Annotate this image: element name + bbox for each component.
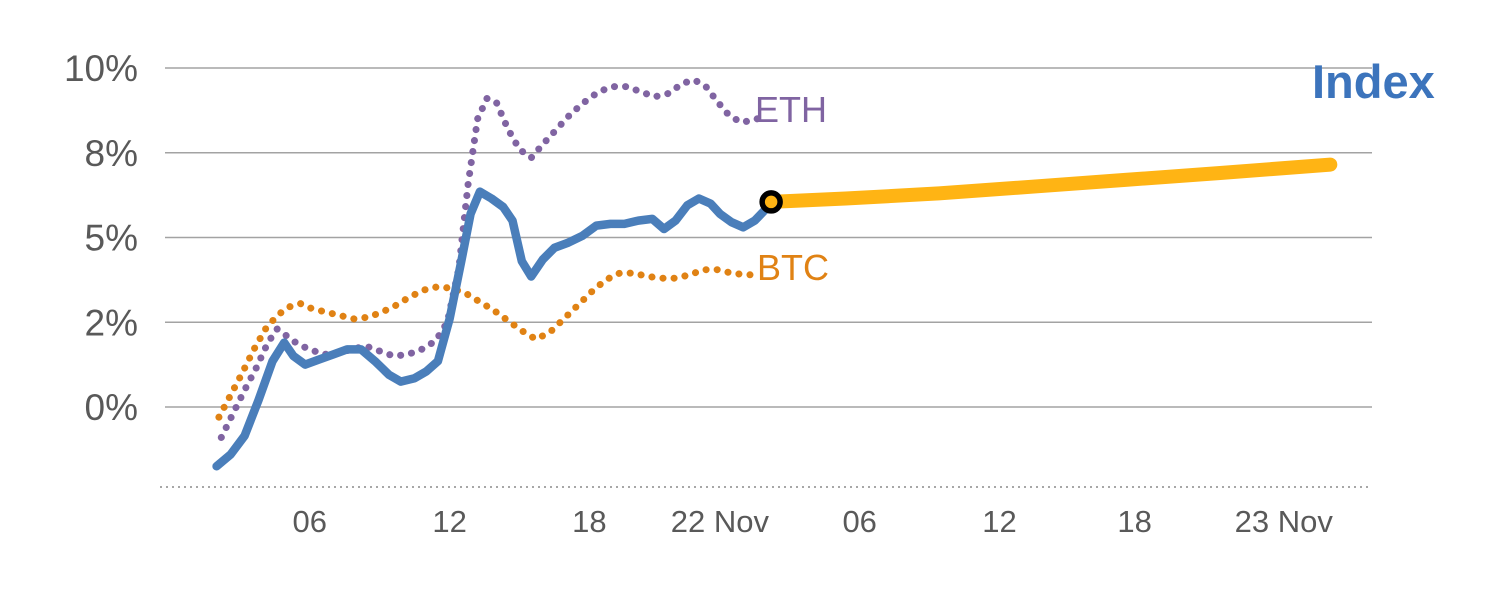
series-eth-line xyxy=(217,76,766,441)
x-axis-tick-label: 18 xyxy=(1117,504,1151,539)
y-axis-tick-label: 5% xyxy=(85,218,138,259)
series-index-forecast-line xyxy=(764,157,1338,209)
series-index-line xyxy=(212,187,776,471)
y-axis-tick-label: 8% xyxy=(85,133,138,174)
btc-series-label: BTC xyxy=(757,247,829,288)
x-axis-tick-label: 23 Nov xyxy=(1235,504,1334,539)
x-axis-tick-label: 06 xyxy=(293,504,327,539)
y-axis-tick-label: 0% xyxy=(85,387,138,428)
x-axis-tick-label: 22 Nov xyxy=(671,504,770,539)
y-axis-tick-label: 2% xyxy=(85,302,138,343)
forecast-start-marker xyxy=(759,190,783,214)
x-axis-tick-label: 12 xyxy=(982,504,1016,539)
x-axis-tick-label: 06 xyxy=(842,504,876,539)
index-series-label: Index xyxy=(1312,55,1435,108)
x-axis-tick-label: 18 xyxy=(572,504,606,539)
series-btc-line xyxy=(215,266,761,421)
eth-series-label: ETH xyxy=(755,89,827,130)
y-axis-tick-label: 10% xyxy=(64,48,138,89)
x-axis-tick-label: 12 xyxy=(432,504,466,539)
